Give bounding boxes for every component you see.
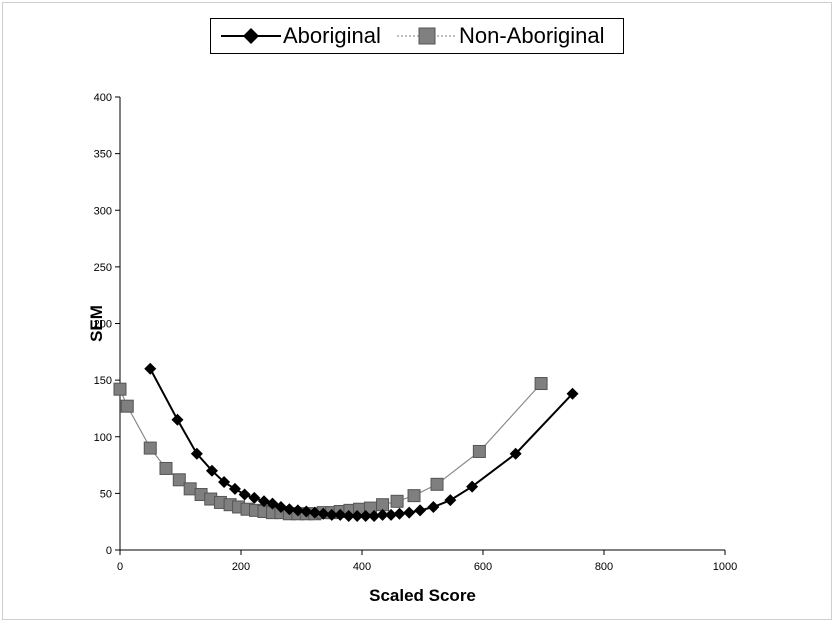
y-tick-label: 50 <box>100 488 112 500</box>
data-point-aboriginal <box>376 508 389 521</box>
legend-item-non-aboriginal: Non-Aboriginal <box>393 19 621 53</box>
series-aboriginal <box>144 362 579 523</box>
y-tick-label: 150 <box>94 375 112 387</box>
legend-label-non-aboriginal: Non-Aboriginal <box>459 23 605 48</box>
data-point-non-aboriginal <box>183 482 197 496</box>
y-tick-label: 300 <box>94 205 112 217</box>
legend-label-aboriginal: Aboriginal <box>283 23 381 48</box>
data-point-aboriginal <box>144 362 157 375</box>
legend-symbol-non-aboriginal <box>397 27 457 45</box>
x-tick-label: 400 <box>353 561 371 573</box>
legend-symbol-aboriginal <box>221 28 281 44</box>
data-point-aboriginal <box>566 387 579 400</box>
data-point-non-aboriginal <box>407 489 421 503</box>
data-point-aboriginal <box>171 413 184 426</box>
data-point-aboriginal <box>414 504 427 517</box>
data-point-non-aboriginal <box>113 382 127 396</box>
data-point-aboriginal <box>403 506 416 519</box>
data-point-aboriginal <box>257 495 270 508</box>
data-point-aboriginal <box>359 510 372 523</box>
data-point-non-aboriginal <box>472 444 486 458</box>
axes: 0 50 100 150 200 250 300 350 400 0 200 400 600 800 100… <box>94 92 738 573</box>
data-point-aboriginal <box>291 504 304 517</box>
data-point-non-aboriginal <box>159 461 173 475</box>
data-point-aboriginal <box>334 508 347 521</box>
y-tick-label: 250 <box>94 262 112 274</box>
data-point-aboriginal <box>308 506 321 519</box>
data-point-non-aboriginal <box>120 399 134 413</box>
data-point-aboriginal <box>342 510 355 523</box>
data-point-aboriginal <box>300 505 313 518</box>
x-tick-label: 1000 <box>713 561 737 573</box>
data-point-aboriginal <box>238 488 251 501</box>
y-axis-title: SEM <box>87 305 106 342</box>
data-point-aboriginal <box>393 507 406 520</box>
x-tick-label: 0 <box>117 561 123 573</box>
data-point-aboriginal <box>427 500 440 513</box>
data-point-non-aboriginal <box>143 441 157 455</box>
data-point-aboriginal <box>509 447 522 460</box>
x-tick-label: 800 <box>595 561 613 573</box>
series-non-aboriginal <box>113 377 548 521</box>
data-point-aboriginal <box>444 494 457 507</box>
data-point-non-aboriginal <box>172 473 186 487</box>
x-tick-label: 200 <box>232 561 250 573</box>
y-tick-label: 400 <box>94 92 112 104</box>
legend-item-aboriginal: Aboriginal <box>217 19 407 53</box>
data-point-non-aboriginal <box>390 494 404 508</box>
data-point-aboriginal <box>385 508 398 521</box>
data-point-aboriginal <box>274 500 287 513</box>
data-point-aboriginal <box>228 482 241 495</box>
data-point-aboriginal <box>325 508 338 521</box>
y-tick-label: 200 <box>94 319 112 331</box>
x-axis-title: Scaled Score <box>369 586 476 605</box>
data-point-aboriginal <box>248 491 261 504</box>
legend: Aboriginal Non-Aboriginal <box>210 18 624 54</box>
data-point-aboriginal <box>317 507 330 520</box>
data-point-aboriginal <box>190 447 203 460</box>
data-point-aboriginal <box>368 510 381 523</box>
data-point-aboriginal <box>218 476 231 489</box>
series-layer <box>113 362 579 523</box>
data-point-non-aboriginal <box>430 477 444 491</box>
data-point-aboriginal <box>466 480 479 493</box>
y-tick-label: 0 <box>106 545 112 557</box>
data-point-aboriginal <box>351 510 364 523</box>
data-point-aboriginal <box>283 503 296 516</box>
x-tick-label: 600 <box>474 561 492 573</box>
data-point-aboriginal <box>205 464 218 477</box>
y-tick-label: 100 <box>94 432 112 444</box>
y-tick-label: 350 <box>94 149 112 161</box>
data-point-non-aboriginal <box>534 377 548 391</box>
